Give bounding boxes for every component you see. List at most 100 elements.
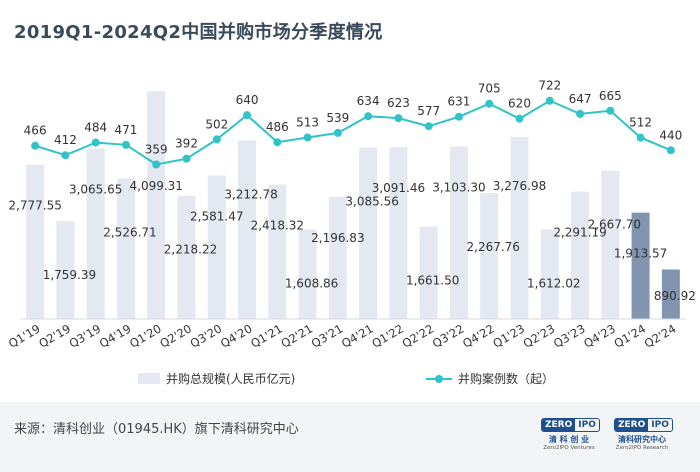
line-value-label-7: 640: [236, 93, 259, 107]
line-point-2: [91, 138, 100, 147]
x-tick-label-8: Q1'21: [248, 321, 285, 350]
line-point-17: [545, 96, 554, 105]
line-value-label-10: 539: [326, 111, 349, 125]
bar-value-label-4: 4,099.31: [130, 179, 183, 193]
bar-value-label-9: 1,608.86: [285, 277, 338, 291]
line-point-18: [576, 109, 585, 118]
line-value-label-13: 577: [417, 104, 440, 118]
footer: 来源：清科创业（01945.HK）旗下清科研究中心 ZERO IPO 清 科 创 …: [0, 402, 700, 472]
line-value-label-5: 392: [175, 137, 198, 151]
x-tick-label-10: Q3'21: [309, 321, 346, 350]
x-tick-label-3: Q4'19: [97, 321, 134, 350]
line-point-5: [182, 154, 191, 163]
bar-value-label-19: 2,667.70: [588, 218, 641, 232]
bar-value-label-10: 2,196.83: [311, 231, 364, 245]
line-value-label-2: 484: [84, 121, 107, 135]
x-tick-label-20: Q1'24: [611, 321, 648, 350]
line-point-21: [666, 146, 675, 155]
bar-value-label-11: 3,085.56: [345, 195, 398, 209]
x-tick-label-6: Q3'20: [188, 321, 225, 350]
bar-19: [601, 170, 620, 319]
source-text: 来源：清科创业（01945.HK）旗下清科研究中心: [14, 422, 299, 437]
bar-value-label-17: 1,612.02: [527, 276, 580, 290]
line-point-8: [273, 138, 282, 147]
bar-21: [661, 269, 680, 319]
x-tick-label-0: Q1'19: [6, 321, 43, 350]
bar-value-label-7: 3,212.78: [224, 187, 277, 201]
line-value-label-3: 471: [115, 123, 138, 137]
legend-bar-swatch: [138, 373, 160, 384]
line-value-label-9: 513: [296, 115, 319, 129]
line-point-12: [394, 114, 403, 123]
bar-value-label-21: 890.92: [654, 289, 696, 303]
x-tick-label-14: Q3'22: [430, 321, 467, 350]
line-value-label-16: 620: [508, 97, 531, 111]
x-tick-label-12: Q1'22: [369, 321, 406, 350]
bar-0: [26, 164, 45, 319]
legend-line-swatch: [426, 373, 452, 385]
line-point-4: [152, 160, 161, 169]
x-tick-label-15: Q4'22: [460, 321, 497, 350]
chart-title: 2019Q1-2024Q2中国并购市场分季度情况: [14, 22, 383, 43]
line-point-6: [212, 135, 221, 144]
line-value-label-0: 466: [24, 124, 47, 138]
line-series-path: [34, 99, 672, 166]
bar-3: [116, 178, 135, 319]
x-tick-label-17: Q2'23: [521, 321, 558, 350]
bar-value-label-13: 1,661.50: [406, 274, 459, 288]
bar-value-label-3: 2,526.71: [103, 226, 156, 240]
bar-18: [571, 191, 590, 319]
x-tick-label-9: Q2'21: [278, 321, 315, 350]
bar-5: [177, 195, 196, 319]
bar-value-label-15: 2,267.76: [467, 240, 520, 254]
line-point-11: [364, 112, 373, 121]
x-tick-label-21: Q2'24: [642, 321, 679, 350]
bar-value-label-1: 1,759.39: [43, 268, 96, 282]
bar-4: [147, 91, 166, 319]
line-value-label-4: 359: [145, 143, 168, 157]
x-tick-label-7: Q4'20: [218, 321, 255, 350]
line-value-label-19: 665: [599, 89, 622, 103]
line-value-label-20: 512: [629, 116, 652, 130]
bar-13: [419, 226, 438, 319]
line-value-label-18: 647: [569, 92, 592, 106]
line-point-19: [606, 106, 615, 115]
line-point-7: [243, 111, 252, 120]
x-tick-label-2: Q3'19: [67, 321, 104, 350]
line-value-label-17: 722: [538, 79, 561, 93]
line-point-15: [485, 99, 494, 108]
line-value-label-1: 412: [54, 133, 77, 147]
bar-20: [631, 212, 650, 319]
zero2ipo-ventures-logo: ZERO IPO 清 科 创 业 Zero2IPO Ventures: [541, 412, 600, 451]
bar-value-label-5: 2,218.22: [164, 243, 217, 257]
x-tick-label-1: Q2'19: [36, 321, 73, 350]
bar-value-label-16: 3,276.98: [493, 179, 546, 193]
line-point-9: [303, 133, 312, 142]
bar-6: [207, 175, 226, 319]
line-point-3: [121, 140, 130, 149]
line-point-10: [333, 128, 342, 137]
zero2ipo-research-logo: ZERO IPO 清科研究中心 Zero2IPO Research: [614, 412, 673, 451]
line-value-label-14: 631: [448, 95, 471, 109]
line-value-label-11: 634: [357, 94, 380, 108]
logo-badge: ZERO IPO: [614, 418, 673, 432]
line-value-label-12: 623: [387, 96, 410, 110]
line-point-13: [424, 122, 433, 131]
x-tick-label-11: Q4'21: [339, 321, 376, 350]
x-tick-label-18: Q3'23: [551, 321, 588, 350]
legend-bar: 并购总规模(人民币亿元): [138, 370, 295, 387]
line-value-label-21: 440: [659, 128, 682, 142]
bar-value-label-20: 1,913.57: [614, 247, 667, 261]
bar-value-label-12: 3,091.46: [372, 181, 425, 195]
line-value-label-15: 705: [478, 82, 501, 96]
bar-value-label-6: 2,581.47: [190, 210, 243, 224]
line-point-14: [454, 112, 463, 121]
x-tick-label-13: Q2'22: [400, 321, 437, 350]
bar-2: [86, 148, 105, 319]
bar-1: [56, 221, 75, 319]
bar-value-label-14: 3,103.30: [432, 181, 485, 195]
x-tick-label-16: Q1'23: [490, 321, 527, 350]
bar-17: [540, 229, 559, 319]
line-point-20: [636, 133, 645, 142]
x-tick-label-4: Q1'20: [127, 321, 164, 350]
